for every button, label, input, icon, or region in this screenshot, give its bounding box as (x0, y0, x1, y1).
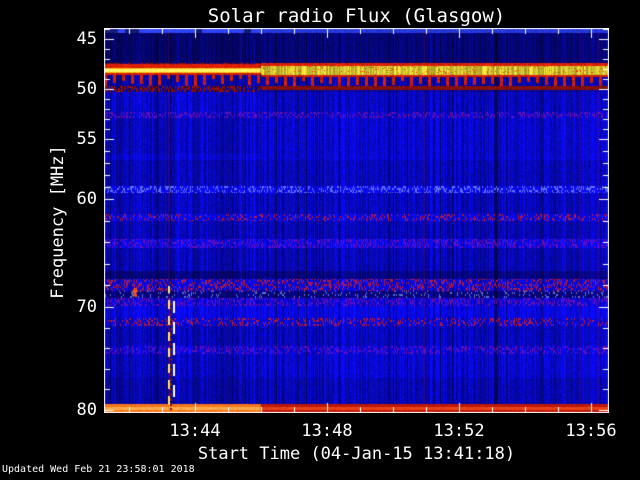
x-axis-label: Start Time (04-Jan-15 13:41:18) (197, 444, 516, 464)
y-tick-label-55: 55 (76, 129, 97, 149)
x-tick-label-1352: 13:52 (433, 421, 485, 441)
y-tick-label-45: 45 (76, 29, 97, 49)
y-tick-label-70: 70 (76, 297, 97, 317)
y-tick-label-60: 60 (76, 189, 97, 209)
x-tick-label-1348: 13:48 (301, 421, 353, 441)
y-tick-label-50: 50 (76, 79, 97, 99)
x-tick-label-1344: 13:44 (169, 421, 221, 441)
y-tick-label-80: 80 (76, 400, 97, 420)
y-axis-label: Frequency [MHz] (48, 145, 68, 299)
x-tick-label-1356: 13:56 (565, 421, 617, 441)
spectrogram-canvas (104, 28, 609, 413)
chart-title: Solar radio Flux (Glasgow) (207, 5, 506, 27)
updated-timestamp: Updated Wed Feb 21 23:58:01 2018 (2, 464, 195, 475)
